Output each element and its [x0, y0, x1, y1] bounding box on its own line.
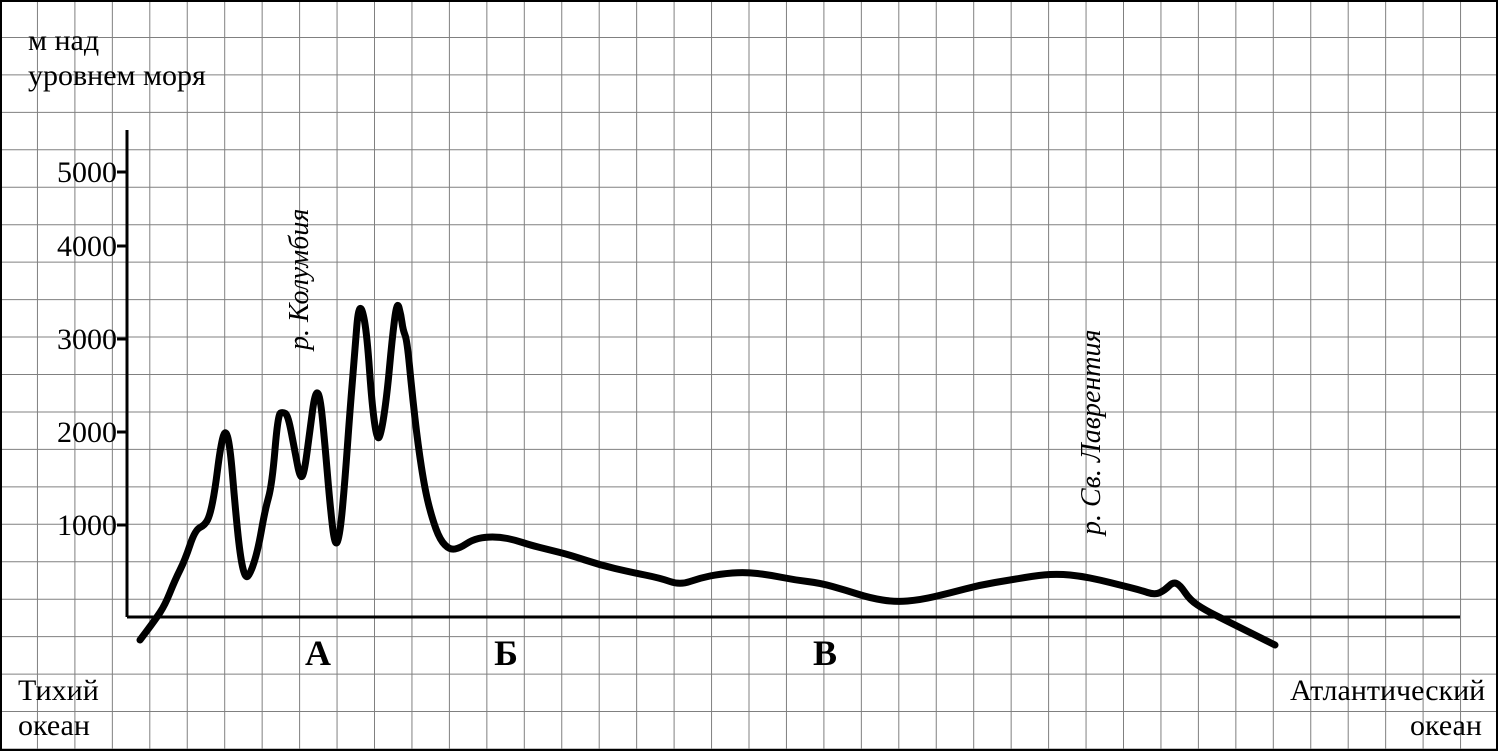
y-axis-label-line2: уровнем моря: [28, 59, 206, 92]
y-tick-label: 1000: [57, 509, 117, 542]
marker-Б: Б: [494, 633, 518, 673]
grid: [0, 0, 1498, 749]
marker-В: В: [813, 633, 837, 673]
y-tick-label: 2000: [57, 416, 117, 449]
ocean-left-line2: океан: [18, 709, 90, 742]
river-label: р. Колумбия: [284, 209, 315, 352]
y-tick-label: 4000: [57, 230, 117, 263]
elevation-profile-chart: 1000 2000 3000 4000 5000 м надуровнем моря А Б В…: [0, 0, 1498, 754]
y-tick-label: 5000: [57, 156, 117, 189]
marker-А: А: [305, 633, 331, 673]
river-label: р. Св. Лаврентия: [1076, 329, 1107, 537]
chart-svg: 1000 2000 3000 4000 5000 м надуровнем моря А Б В…: [0, 0, 1498, 754]
ocean-right-line1: Атлантический: [1290, 674, 1485, 707]
y-axis-label-line1: м над: [28, 24, 99, 57]
ocean-right-line2: океан: [1410, 709, 1482, 742]
ocean-left-line1: Тихий: [18, 674, 99, 707]
y-tick-label: 3000: [57, 323, 117, 356]
